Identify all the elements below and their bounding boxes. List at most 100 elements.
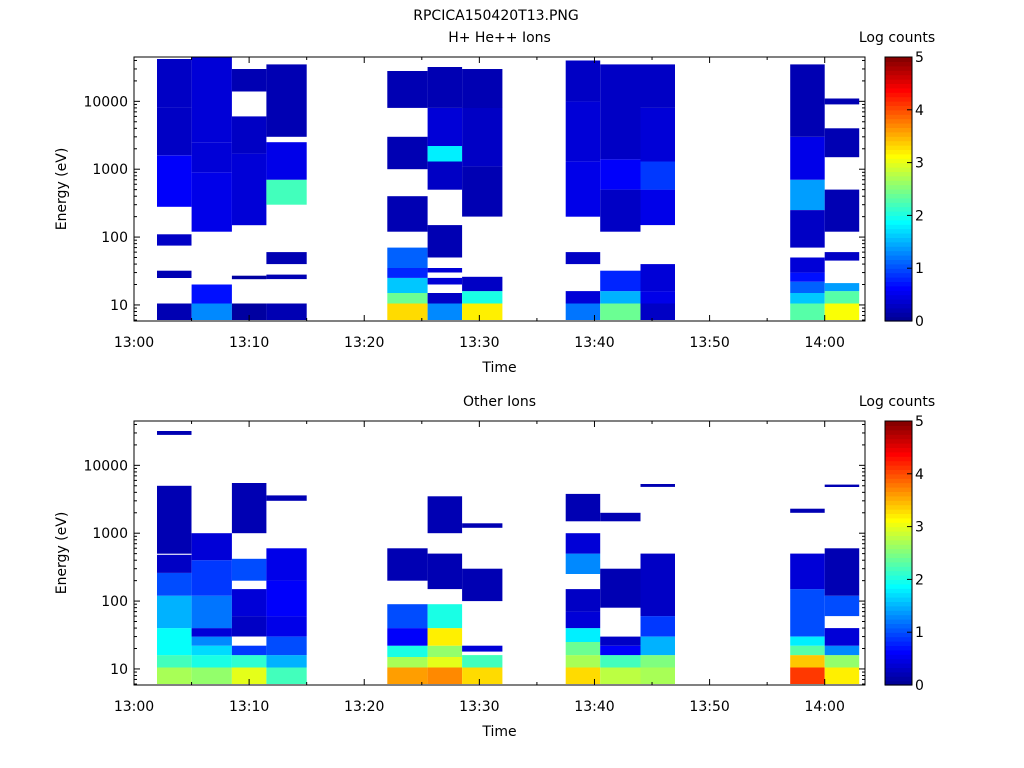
panel-title: H+ He++ Ions bbox=[448, 30, 551, 46]
colorbar-segment bbox=[885, 526, 912, 532]
heatmap-cell bbox=[600, 512, 641, 522]
heatmap-cell bbox=[565, 303, 601, 320]
colorbar-segment bbox=[885, 465, 912, 470]
colorbar-segment bbox=[885, 167, 912, 172]
colorbar-segment bbox=[885, 469, 912, 475]
time-bin-column bbox=[387, 71, 428, 320]
colorbar-segment bbox=[885, 87, 912, 93]
colorbar-segment bbox=[885, 509, 912, 514]
colorbar-segment bbox=[885, 438, 912, 444]
y-tick-label: 1000 bbox=[92, 526, 128, 542]
heatmap-cell bbox=[231, 616, 267, 637]
heatmap-cell bbox=[231, 589, 267, 617]
colorbar-segment bbox=[885, 495, 912, 501]
heatmap-cell bbox=[565, 655, 601, 668]
colorbar-segment bbox=[885, 676, 912, 682]
time-bin-column bbox=[157, 59, 192, 320]
heatmap-cell bbox=[640, 264, 675, 292]
heatmap-cell bbox=[824, 252, 860, 261]
colorbar-segment bbox=[885, 592, 912, 598]
colorbar-label: Log counts bbox=[859, 30, 935, 46]
heatmap-cell bbox=[790, 210, 825, 248]
y-tick-label: 100 bbox=[101, 230, 128, 246]
figure-title: RPCICA150420T13.PNG bbox=[413, 8, 578, 24]
x-axis-label: Time bbox=[481, 724, 516, 740]
colorbar-segment bbox=[885, 588, 912, 594]
heatmap-cell bbox=[427, 107, 463, 146]
colorbar-segment bbox=[885, 517, 912, 523]
heatmap-cell bbox=[266, 179, 307, 205]
heatmap-cell bbox=[191, 142, 232, 173]
heatmap-cell bbox=[427, 657, 463, 668]
heatmap-cell bbox=[600, 159, 641, 190]
panel-h-he-ions: H+ He++ Ions 13:00 13:10 13:20 13:30 13:40 13:… bbox=[54, 30, 935, 376]
time-bin-column bbox=[565, 60, 601, 320]
colorbar-segment bbox=[885, 544, 912, 550]
colorbar-segment bbox=[885, 285, 912, 291]
heatmap-cell bbox=[157, 234, 192, 246]
heatmap-cell bbox=[790, 589, 825, 637]
heatmap-cell bbox=[231, 116, 267, 154]
heatmap-cell bbox=[157, 303, 192, 320]
time-bin-column bbox=[640, 64, 675, 320]
time-bin-column bbox=[387, 548, 428, 684]
colorbar-segment bbox=[885, 610, 912, 616]
heatmap-cell bbox=[462, 523, 503, 528]
time-bin-column bbox=[266, 64, 307, 320]
heatmap-cell bbox=[427, 604, 463, 629]
y-axis-label: Energy (eV) bbox=[54, 512, 70, 595]
heatmap-cell bbox=[231, 667, 267, 684]
colorbar-segment bbox=[885, 241, 912, 247]
heatmap-cell bbox=[640, 161, 675, 190]
heatmap-cell bbox=[157, 270, 192, 278]
colorbar-segment bbox=[885, 74, 912, 80]
colorbar-segment bbox=[885, 680, 912, 686]
heatmap-cell bbox=[231, 655, 267, 668]
heatmap-cell bbox=[565, 493, 601, 522]
heatmap-cell bbox=[231, 275, 267, 280]
heatmap-cell bbox=[824, 303, 860, 320]
heatmap-cell bbox=[266, 495, 307, 501]
colorbar-segment bbox=[885, 259, 912, 265]
panel-other-ions: Other Ions 13:00 13:10 13:20 13:30 13:40 13:50… bbox=[54, 394, 935, 740]
heatmap-cell bbox=[824, 484, 860, 487]
heatmap-cell bbox=[191, 628, 232, 637]
heatmap-cell bbox=[640, 655, 675, 668]
colorbar-segment bbox=[885, 522, 912, 528]
heatmap-cell bbox=[427, 667, 463, 684]
heatmap-cell bbox=[462, 303, 503, 320]
colorbar-segment bbox=[885, 443, 912, 448]
colorbar-tick-label: 2 bbox=[915, 208, 924, 224]
heatmap-cell bbox=[640, 667, 675, 684]
time-bin-column bbox=[266, 495, 307, 684]
colorbar-segment bbox=[885, 171, 912, 177]
colorbar-segment bbox=[885, 447, 912, 453]
colorbar-segment bbox=[885, 601, 912, 607]
colorbar-segment bbox=[885, 316, 912, 322]
colorbar-segment bbox=[885, 539, 912, 545]
colorbar-segment bbox=[885, 553, 912, 558]
heatmap-cell bbox=[600, 303, 641, 320]
heatmap-cell bbox=[600, 636, 641, 646]
heatmap-cell bbox=[387, 268, 428, 278]
heatmap-cell bbox=[387, 548, 428, 581]
time-bin-column bbox=[462, 69, 503, 320]
heatmap-cell bbox=[387, 628, 428, 646]
x-tick-label: 13:00 bbox=[114, 699, 154, 715]
heatmap-cell bbox=[157, 485, 192, 554]
heatmap-cell bbox=[191, 595, 232, 629]
colorbar-tick-label: 0 bbox=[915, 314, 924, 330]
heatmap-cell bbox=[462, 276, 503, 292]
y-tick-label: 10000 bbox=[83, 94, 128, 110]
time-bin-column bbox=[790, 508, 825, 684]
heatmap-cell bbox=[824, 189, 860, 232]
colorbar-segment bbox=[885, 162, 912, 168]
heatmap-cell bbox=[231, 303, 267, 320]
colorbar-segment bbox=[885, 215, 912, 221]
x-tick-label: 13:10 bbox=[229, 335, 269, 351]
heatmap-cell bbox=[565, 161, 601, 217]
colorbar-segment bbox=[885, 548, 912, 554]
colorbar-segment bbox=[885, 127, 912, 133]
colorbar-segment bbox=[885, 79, 912, 84]
